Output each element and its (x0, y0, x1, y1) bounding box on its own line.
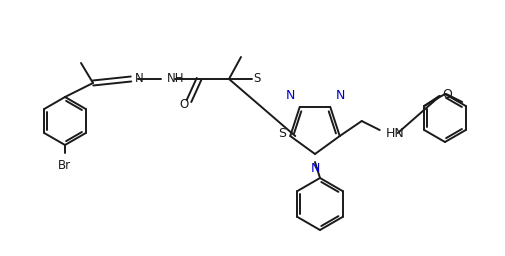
Text: O: O (179, 99, 189, 112)
Text: NH: NH (167, 72, 184, 86)
Text: N: N (285, 89, 295, 102)
Text: N: N (335, 89, 344, 102)
Text: S: S (278, 126, 286, 140)
Text: Br: Br (58, 159, 71, 172)
Text: O: O (442, 88, 452, 101)
Text: HN: HN (386, 126, 405, 140)
Text: N: N (135, 72, 144, 86)
Text: S: S (254, 72, 261, 86)
Text: N: N (310, 162, 320, 175)
